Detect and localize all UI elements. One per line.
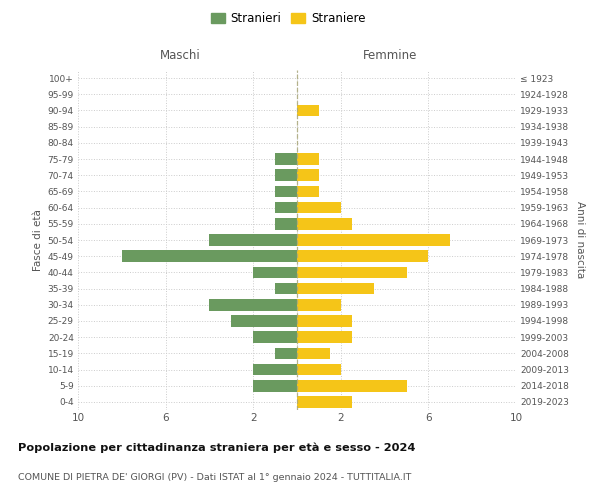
Bar	[297, 218, 352, 230]
Bar	[297, 380, 407, 392]
Y-axis label: Anni di nascita: Anni di nascita	[575, 202, 585, 278]
Bar	[297, 153, 319, 165]
Bar	[297, 202, 341, 213]
Bar	[275, 186, 297, 198]
Bar	[122, 250, 297, 262]
Bar	[209, 299, 297, 310]
Bar	[297, 332, 352, 343]
Bar	[275, 348, 297, 359]
Bar	[253, 332, 297, 343]
Bar	[297, 299, 341, 310]
Bar	[297, 104, 319, 117]
Bar	[297, 186, 319, 198]
Bar	[232, 315, 297, 327]
Bar	[253, 380, 297, 392]
Legend: Stranieri, Straniere: Stranieri, Straniere	[207, 8, 369, 28]
Bar	[253, 364, 297, 376]
Bar	[297, 266, 407, 278]
Bar	[297, 234, 451, 246]
Bar	[275, 153, 297, 165]
Y-axis label: Fasce di età: Fasce di età	[34, 209, 43, 271]
Bar	[297, 170, 319, 181]
Text: Femmine: Femmine	[363, 50, 417, 62]
Bar	[297, 348, 330, 359]
Bar	[297, 282, 374, 294]
Bar	[297, 315, 352, 327]
Bar	[275, 218, 297, 230]
Bar	[275, 282, 297, 294]
Text: COMUNE DI PIETRA DE' GIORGI (PV) - Dati ISTAT al 1° gennaio 2024 - TUTTITALIA.IT: COMUNE DI PIETRA DE' GIORGI (PV) - Dati …	[18, 472, 412, 482]
Bar	[275, 202, 297, 213]
Bar	[275, 170, 297, 181]
Text: Popolazione per cittadinanza straniera per età e sesso - 2024: Popolazione per cittadinanza straniera p…	[18, 442, 415, 453]
Text: Maschi: Maschi	[160, 50, 200, 62]
Bar	[297, 364, 341, 376]
Bar	[253, 266, 297, 278]
Bar	[297, 250, 428, 262]
Bar	[297, 396, 352, 407]
Bar	[209, 234, 297, 246]
